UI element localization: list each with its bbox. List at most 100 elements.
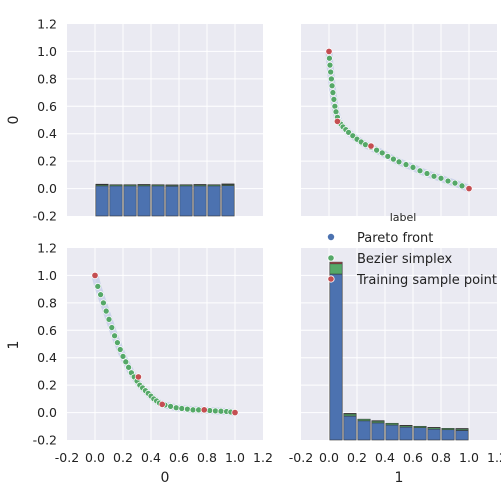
bar-training-sample-point — [371, 420, 385, 422]
y-tick-label: 0.8 — [37, 295, 57, 310]
x-tick-label: 0.0 — [85, 450, 105, 465]
bar-bezier-simplex — [207, 184, 221, 187]
bar-training-sample-point — [221, 183, 235, 185]
x-tick-label: -0.2 — [55, 450, 79, 465]
y-tick-label: 0.4 — [37, 350, 57, 365]
point-bezier-simplex — [111, 332, 118, 340]
legend-entry-pareto-front: Pareto front — [327, 231, 433, 246]
y-tick-label: 0.2 — [37, 378, 57, 393]
y-tick-label: 1.2 — [37, 241, 57, 256]
point-bezier-simplex — [122, 358, 130, 366]
point-bezier-simplex — [328, 82, 336, 90]
legend-title: label — [390, 211, 417, 224]
y-tick-labels-top: -0.2 0.0 0.2 0.4 0.6 0.8 1.0 1.2 — [33, 17, 57, 224]
point-bezier-simplex — [327, 68, 335, 76]
x-tick-labels-right: -0.2 0.0 0.2 0.4 0.6 0.8 1.0 1.2 — [289, 450, 501, 465]
y-tick-label: 0.6 — [37, 323, 57, 338]
point-training-sample — [91, 271, 99, 279]
x-tick-label: 0.0 — [319, 450, 339, 465]
point-bezier-simplex — [189, 406, 197, 414]
bar-pareto-front — [441, 429, 455, 441]
x-tick-label: 0.8 — [431, 450, 451, 465]
bar-pareto-front — [413, 427, 427, 441]
bar-bezier-simplex — [123, 184, 137, 187]
x-tick-label: 1.2 — [487, 450, 501, 465]
scatter-points — [325, 47, 473, 193]
x-tick-labels-left: -0.2 0.0 0.2 0.4 0.6 0.8 1.0 1.2 — [55, 450, 273, 465]
x-tick-label: 1.0 — [459, 450, 479, 465]
point-training-sample — [231, 409, 239, 417]
point-bezier-simplex — [100, 299, 107, 307]
point-bezier-simplex — [172, 404, 180, 412]
point-training-sample — [333, 117, 341, 125]
point-bezier-simplex — [390, 155, 397, 163]
bar-bezier-simplex — [109, 184, 123, 187]
x-tick-label: -0.2 — [289, 450, 313, 465]
bar-pareto-front — [455, 430, 469, 441]
y-tick-labels-bottom: -0.2 0.0 0.2 0.4 0.6 0.8 1.0 1.2 — [33, 241, 57, 448]
x-tick-label: 0.6 — [403, 450, 423, 465]
bar-pareto-front — [385, 424, 399, 441]
y-tick-label: 1.0 — [37, 44, 57, 59]
point-bezier-simplex — [212, 407, 219, 415]
point-bezier-simplex — [423, 170, 431, 177]
bar-pareto-front — [371, 422, 385, 441]
legend-label-pareto-front: Pareto front — [357, 231, 433, 246]
y-tick-label: 1.2 — [37, 17, 57, 32]
bar-training-sample-point — [455, 428, 469, 430]
bar-pareto-front — [165, 185, 179, 217]
legend-label-training-sample-point: Training sample point — [356, 273, 497, 288]
bar-pareto-front — [207, 185, 221, 217]
point-bezier-simplex — [184, 405, 191, 413]
point-bezier-simplex — [167, 403, 174, 410]
point-bezier-simplex — [437, 174, 445, 182]
point-bezier-simplex — [416, 167, 424, 175]
y-axis-label-top: 0 — [6, 116, 22, 125]
point-bezier-simplex — [114, 339, 121, 346]
panel-grid — [67, 248, 263, 440]
legend-label-bezier-simplex: Bezier simplex — [357, 252, 453, 267]
bar-bezier-simplex — [413, 425, 427, 428]
x-axis-label-left: 0 — [161, 470, 170, 486]
y-tick-label: 0.8 — [37, 71, 57, 86]
point-bezier-simplex — [125, 363, 132, 371]
panel-bottom-left — [67, 248, 263, 440]
legend-marker-pareto-front — [327, 233, 335, 241]
point-training-sample — [134, 373, 142, 381]
bar-pareto-front — [329, 273, 343, 441]
legend-entry-training-sample-point: Training sample point — [327, 273, 497, 288]
point-bezier-simplex — [217, 407, 225, 415]
x-tick-label: 0.6 — [169, 450, 189, 465]
x-tick-label: 0.2 — [113, 450, 133, 465]
point-bezier-simplex — [373, 146, 380, 154]
bar-training-sample-point — [95, 183, 109, 186]
point-bezier-simplex — [458, 182, 466, 190]
bar-bezier-simplex — [441, 428, 455, 431]
point-bezier-simplex — [330, 96, 338, 103]
y-tick-label: 0.2 — [37, 154, 57, 169]
y-tick-label: 1.0 — [37, 268, 57, 283]
point-bezier-simplex — [378, 149, 386, 157]
x-tick-label: 0.8 — [197, 450, 217, 465]
point-bezier-simplex — [402, 161, 410, 168]
legend: label Pareto front Bezier simplex Traini… — [327, 211, 497, 288]
point-bezier-simplex — [326, 54, 333, 62]
bar-bezier-simplex — [343, 413, 357, 417]
scatter-points — [91, 271, 239, 417]
point-bezier-simplex — [329, 89, 337, 96]
point-bezier-simplex — [444, 177, 452, 185]
point-bezier-simplex — [116, 346, 124, 353]
point-training-sample — [200, 406, 208, 414]
bar-pareto-front — [427, 428, 441, 441]
point-training-sample — [367, 142, 375, 150]
point-bezier-simplex — [362, 141, 369, 149]
x-tick-label: 1.0 — [225, 450, 245, 465]
point-bezier-simplex — [451, 179, 459, 187]
point-bezier-simplex — [331, 102, 339, 110]
bar-pareto-front — [95, 185, 109, 217]
bar-pareto-front — [343, 415, 357, 441]
point-training-sample — [465, 185, 473, 193]
bar-pareto-front — [221, 185, 235, 217]
y-tick-label: -0.2 — [33, 433, 57, 448]
